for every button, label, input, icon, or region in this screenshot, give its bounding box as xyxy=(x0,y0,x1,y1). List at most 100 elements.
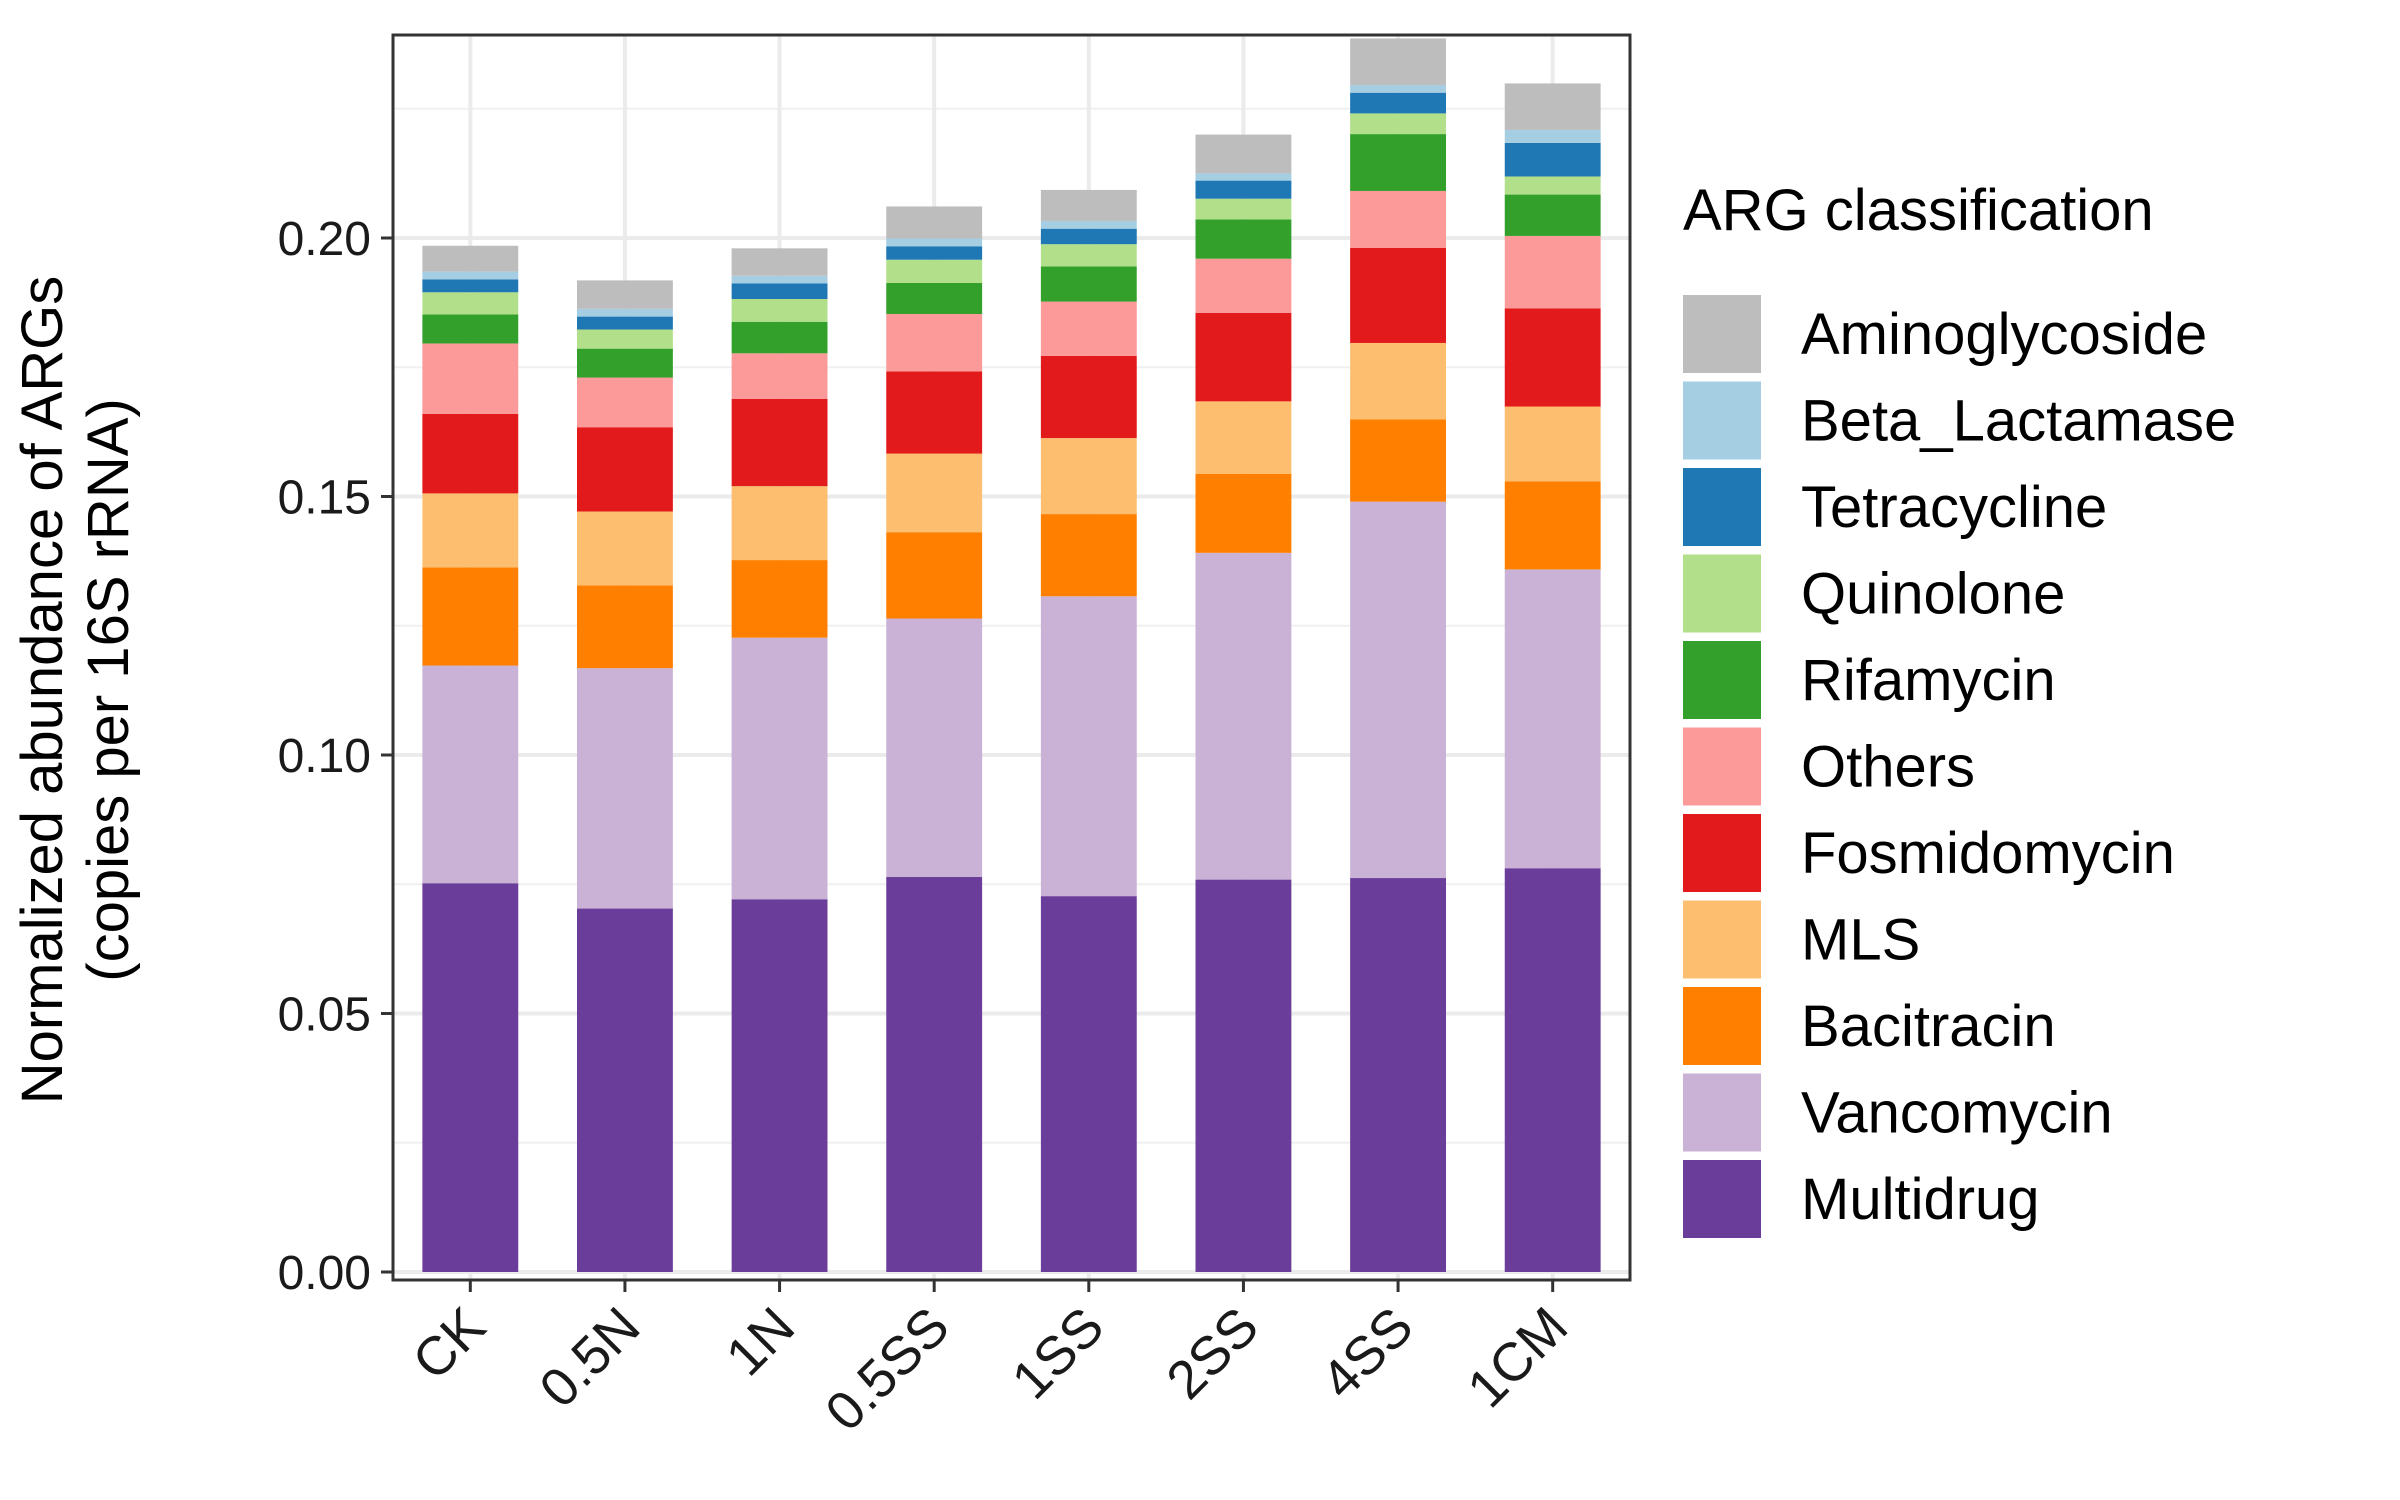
bar-segment-mls xyxy=(1195,401,1292,474)
bar-segment-bacitracin xyxy=(886,532,983,619)
bar-segment-quinolone xyxy=(886,259,983,283)
legend-key-aminoglycoside xyxy=(1683,295,1761,373)
bar-segment-beta-lactamase xyxy=(1195,173,1292,181)
bar-segment-rifamycin xyxy=(731,321,828,354)
bar-segment-mls xyxy=(1040,438,1137,515)
bar-segment-quinolone xyxy=(1504,176,1601,195)
bar-segment-vancomycin xyxy=(1504,569,1601,869)
x-tick-label: 0.5SS xyxy=(814,1296,960,1442)
bar-segment-tetracycline xyxy=(731,283,828,300)
legend-label-aminoglycoside: Aminoglycoside xyxy=(1801,302,2207,367)
legend-label-others: Others xyxy=(1801,735,1975,800)
bar-segment-multidrug xyxy=(1040,896,1137,1272)
y-tick-label: 0.05 xyxy=(278,989,371,1042)
y-axis-title: Normalized abundance of ARGs (copies per… xyxy=(10,276,141,1105)
bar-segment-beta-lactamase xyxy=(731,275,828,284)
legend-key-beta-lactamase xyxy=(1683,381,1761,460)
bar-segment-mls xyxy=(886,453,983,533)
bar-segment-aminoglycoside xyxy=(731,248,828,276)
legend-key-tetracycline xyxy=(1683,468,1761,546)
bar-segment-rifamycin xyxy=(1195,219,1292,259)
bar-segment-multidrug xyxy=(1350,878,1446,1272)
bar-segment-fosmidomycin xyxy=(731,398,828,487)
bar-segment-beta-lactamase xyxy=(1504,129,1601,143)
bar-segment-beta-lactamase xyxy=(577,308,673,317)
bar-segment-fosmidomycin xyxy=(1195,312,1292,402)
bar-segment-mls xyxy=(1504,406,1601,482)
bar-segment-mls xyxy=(731,486,828,561)
bar-segment-mls xyxy=(422,493,519,568)
y-tick-label: 0.20 xyxy=(278,213,371,266)
bar-segment-tetracycline xyxy=(886,246,983,260)
bar-segment-multidrug xyxy=(577,908,673,1272)
legend-label-vancomycin: Vancomycin xyxy=(1801,1081,2113,1146)
bar-segment-mls xyxy=(1350,342,1446,420)
bar-segment-quinolone xyxy=(731,299,828,322)
bar-segment-others xyxy=(1350,190,1446,248)
bar-segment-rifamycin xyxy=(1504,194,1601,236)
bar-segment-beta-lactamase xyxy=(422,271,519,280)
legend-label-fosmidomycin: Fosmidomycin xyxy=(1801,821,2175,886)
x-tick-label: 0.5N xyxy=(528,1296,651,1419)
legend-key-quinolone xyxy=(1683,554,1761,633)
bar-segment-bacitracin xyxy=(731,560,828,638)
bar-segment-rifamycin xyxy=(577,348,673,378)
bar-segment-others xyxy=(422,343,519,414)
bar-segment-rifamycin xyxy=(886,282,983,314)
bar-segment-vancomycin xyxy=(886,618,983,878)
bar-segment-others xyxy=(1040,301,1137,356)
bar-segment-aminoglycoside xyxy=(1195,134,1292,174)
bar-segment-vancomycin xyxy=(1195,552,1292,880)
bar-segment-multidrug xyxy=(1195,879,1292,1272)
bar-segment-vancomycin xyxy=(422,665,519,884)
bar-segment-bacitracin xyxy=(1504,481,1601,570)
legend-label-rifamycin: Rifamycin xyxy=(1801,648,2056,713)
bar-segment-aminoglycoside xyxy=(886,206,983,239)
bar-segment-fosmidomycin xyxy=(577,427,673,512)
legend-label-multidrug: Multidrug xyxy=(1801,1167,2040,1232)
bar-segment-beta-lactamase xyxy=(886,238,983,247)
bar-segment-mls xyxy=(577,511,673,586)
bar-segment-vancomycin xyxy=(1040,596,1137,897)
bar-segment-tetracycline xyxy=(1504,142,1601,177)
bar-segment-vancomycin xyxy=(577,668,673,909)
bar-segment-fosmidomycin xyxy=(1350,247,1446,343)
legend-label-beta-lactamase: Beta_Lactamase xyxy=(1801,389,2236,454)
y-axis-title-line1: Normalized abundance of ARGs xyxy=(10,276,75,1105)
bar-segment-vancomycin xyxy=(1350,501,1446,879)
y-tick-label: 0.15 xyxy=(278,472,371,525)
x-tick-label: CK xyxy=(401,1296,496,1391)
legend-label-tetracycline: Tetracycline xyxy=(1801,475,2107,540)
legend-title: ARG classification xyxy=(1683,178,2154,243)
y-axis-title-line2: (copies per 16S rRNA) xyxy=(76,398,141,981)
x-tick-label: 1N xyxy=(715,1296,806,1387)
legend-key-fosmidomycin xyxy=(1683,814,1761,892)
bar-segment-quinolone xyxy=(1350,113,1446,135)
bar-segment-others xyxy=(1195,258,1292,313)
legend-key-mls xyxy=(1683,900,1761,979)
bar-segment-tetracycline xyxy=(1040,228,1137,245)
bar-segment-bacitracin xyxy=(422,567,519,666)
legend-key-rifamycin xyxy=(1683,641,1761,719)
bar-segment-beta-lactamase xyxy=(1350,84,1446,93)
legend-key-multidrug xyxy=(1683,1160,1761,1238)
legend-key-bacitracin xyxy=(1683,987,1761,1065)
x-tick-label: 4SS xyxy=(1310,1296,1425,1411)
x-tick-label: 1CM xyxy=(1456,1296,1579,1419)
bar-segment-fosmidomycin xyxy=(422,413,519,494)
bar-segment-bacitracin xyxy=(1040,514,1137,597)
bar-segment-tetracycline xyxy=(1350,92,1446,114)
bar-segment-bacitracin xyxy=(1350,419,1446,502)
bar-segment-fosmidomycin xyxy=(1040,355,1137,439)
legend-label-bacitracin: Bacitracin xyxy=(1801,994,2056,1059)
legend-label-quinolone: Quinolone xyxy=(1801,562,2065,627)
x-axis: CK 0.5N 1N 0.5SS 1SS 2SS 4SS 1CM xyxy=(401,1280,1579,1443)
bar-segment-bacitracin xyxy=(577,585,673,669)
bar-segment-tetracycline xyxy=(422,279,519,293)
legend-label-mls: MLS xyxy=(1801,908,1920,973)
bar-segment-multidrug xyxy=(886,877,983,1272)
bar-segment-rifamycin xyxy=(1040,266,1137,302)
bar-segment-quinolone xyxy=(577,329,673,349)
bar-segment-rifamycin xyxy=(1350,134,1446,191)
